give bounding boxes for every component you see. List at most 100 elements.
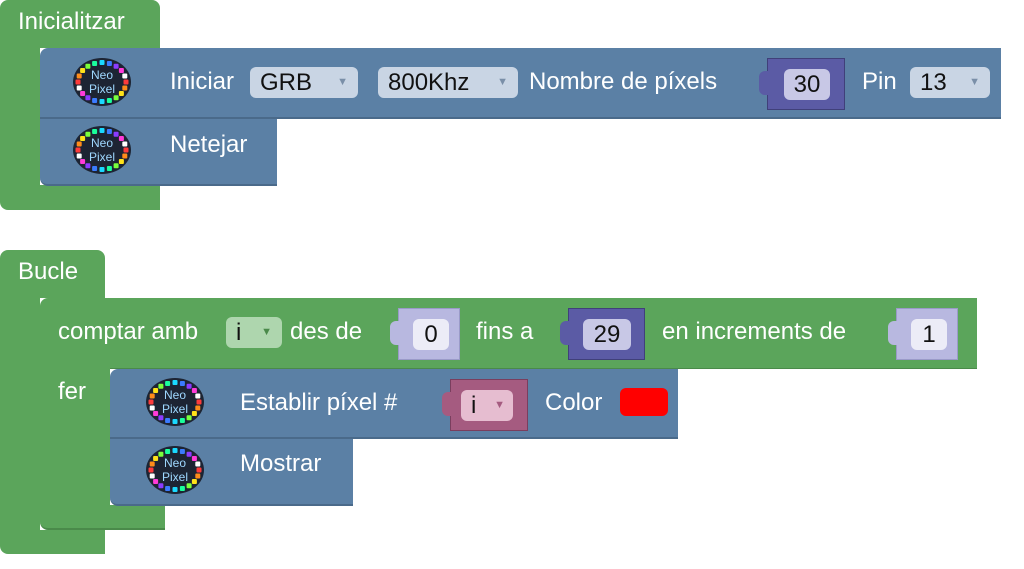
- led-dot: [195, 405, 201, 411]
- for-block[interactable]: [40, 298, 977, 369]
- color-order-dropdown[interactable]: GRB ▼: [250, 67, 358, 98]
- led-dot: [113, 63, 119, 69]
- led-dot: [179, 418, 185, 423]
- led-dot: [75, 79, 81, 85]
- led-dot: [195, 473, 201, 479]
- led-dot: [172, 487, 178, 492]
- led-dot: [76, 85, 82, 91]
- to-label: fins a: [476, 318, 534, 345]
- neopixel-set-pixel-block[interactable]: [110, 369, 678, 439]
- led-dot: [153, 411, 159, 416]
- led-dot: [113, 163, 119, 169]
- led-dot: [158, 383, 164, 389]
- do-label: fer: [58, 378, 87, 405]
- led-dot: [122, 153, 128, 159]
- neopixel-logo-text: Pixel: [162, 470, 188, 484]
- led-dot: [80, 68, 86, 73]
- pixel-index-variable-dropdown[interactable]: i ▼: [461, 390, 513, 421]
- led-dot: [118, 68, 124, 73]
- pixel-count-field[interactable]: 30: [784, 69, 830, 100]
- led-dot: [99, 60, 105, 65]
- led-dot: [149, 473, 155, 479]
- count-with-label: comptar amb: [58, 318, 199, 345]
- led-dot: [195, 461, 201, 467]
- led-dot: [92, 129, 98, 134]
- from-number-block[interactable]: 0: [390, 308, 460, 360]
- led-dot: [118, 136, 124, 141]
- from-label: des de: [290, 318, 363, 345]
- led-dot: [191, 479, 197, 484]
- color-swatch[interactable]: [620, 388, 668, 416]
- pixel-index-variable-block[interactable]: i ▼: [442, 379, 528, 431]
- pin-label: Pin: [862, 68, 897, 95]
- led-dot: [85, 63, 91, 69]
- led-dot: [118, 91, 124, 96]
- connector-tab: [560, 321, 572, 345]
- variable-value: i: [236, 319, 242, 346]
- led-dot: [75, 147, 81, 153]
- initialize-block-arm: [0, 40, 40, 200]
- led-dot: [186, 451, 192, 457]
- neopixel-logo-text: Neo: [91, 136, 113, 150]
- led-dot: [158, 415, 164, 421]
- led-dot: [172, 448, 178, 453]
- dropdown-arrow-icon: ▼: [494, 399, 505, 411]
- led-dot: [153, 456, 159, 461]
- led-dot: [80, 91, 86, 96]
- led-dot: [158, 451, 164, 457]
- led-dot: [153, 388, 159, 393]
- led-dot: [118, 159, 124, 164]
- step-number-block[interactable]: 1: [888, 308, 958, 360]
- led-dot: [106, 61, 112, 66]
- led-dot: [99, 128, 105, 133]
- led-dot: [179, 449, 185, 454]
- loop-label: Bucle: [18, 258, 79, 285]
- connector-tab: [888, 321, 900, 345]
- led-dot: [99, 167, 105, 172]
- led-dot: [149, 461, 155, 467]
- led-dot: [165, 449, 171, 454]
- led-dot: [106, 129, 112, 134]
- frequency-dropdown[interactable]: 800Khz ▼: [378, 67, 518, 98]
- color-order-value: GRB: [260, 69, 313, 96]
- led-dot: [148, 467, 154, 473]
- clear-label: Netejar: [170, 131, 248, 158]
- loop-block-bottom: [0, 530, 105, 554]
- connector-tab: [442, 392, 454, 416]
- to-number-field[interactable]: 29: [583, 319, 631, 350]
- led-dot: [123, 79, 129, 85]
- neopixel-show-block[interactable]: [110, 439, 353, 506]
- dropdown-arrow-icon: ▼: [337, 76, 348, 88]
- from-number-field[interactable]: 0: [413, 319, 449, 350]
- led-dot: [191, 388, 197, 393]
- neopixel-logo-text: Pixel: [89, 82, 115, 96]
- led-dot: [196, 467, 202, 473]
- neopixel-logo-text: Neo: [164, 388, 186, 402]
- led-dot: [113, 131, 119, 137]
- led-dot: [172, 380, 178, 385]
- led-dot: [191, 456, 197, 461]
- led-dot: [179, 381, 185, 386]
- led-dot: [106, 98, 112, 103]
- set-pixel-label: Establir píxel #: [240, 389, 398, 416]
- neopixel-logo-text: Pixel: [89, 150, 115, 164]
- led-dot: [186, 415, 192, 421]
- dropdown-arrow-icon: ▼: [969, 76, 980, 88]
- pixel-index-value: i: [471, 392, 477, 419]
- led-dot: [106, 166, 112, 171]
- to-number-block[interactable]: 29: [560, 308, 645, 360]
- step-label: en increments de: [662, 318, 847, 345]
- step-number-field[interactable]: 1: [911, 319, 947, 350]
- led-dot: [158, 483, 164, 489]
- led-dot: [113, 95, 119, 101]
- led-dot: [172, 419, 178, 424]
- begin-label: Iniciar: [170, 68, 235, 95]
- led-dot: [191, 411, 197, 416]
- led-dot: [195, 393, 201, 399]
- led-dot: [92, 61, 98, 66]
- variable-dropdown[interactable]: i ▼: [226, 317, 282, 348]
- pixel-count-block[interactable]: 30: [759, 58, 845, 110]
- pin-dropdown[interactable]: 13 ▼: [910, 67, 990, 98]
